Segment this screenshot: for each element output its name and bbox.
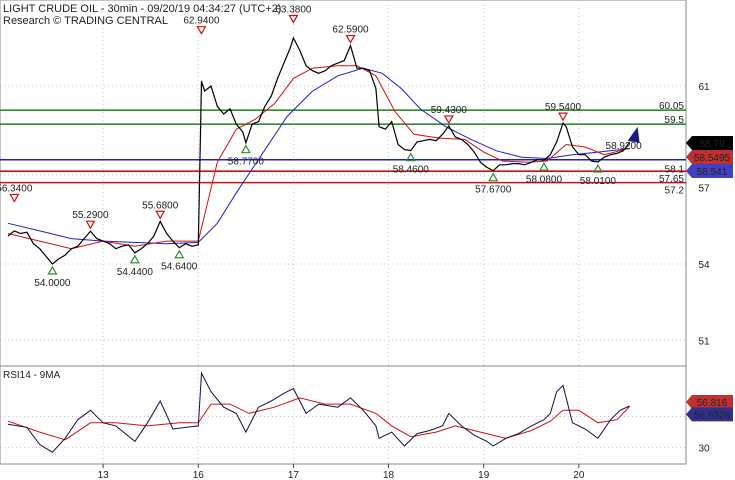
- swing-high-label: 62.5900: [332, 25, 369, 36]
- swing-high-label: 62.9400: [183, 16, 220, 27]
- swing-low-label: 54.6400: [161, 262, 198, 273]
- x-tick-label: 19: [478, 470, 490, 480]
- price-tag-box: [686, 136, 733, 150]
- swing-low-label: 58.4600: [393, 165, 430, 176]
- swing-high-label: 56.3400: [0, 183, 33, 194]
- swing-high-marker: [85, 220, 96, 230]
- ema-slow-series: [7, 67, 630, 245]
- swing-high-marker: [345, 34, 356, 44]
- swing-low-marker: [240, 144, 251, 154]
- y-tick-label: 54: [698, 260, 710, 271]
- main-grid: [0, 0, 686, 366]
- swing-high-label: 55.2900: [72, 210, 109, 221]
- price-tag-label: 58.79: [699, 139, 724, 150]
- rsi-series: [7, 371, 630, 453]
- swing-high-label: 55.6800: [142, 200, 179, 211]
- swing-low-marker: [47, 265, 58, 275]
- swing-high-marker: [9, 193, 20, 203]
- rsi-ma-line: [7, 397, 630, 441]
- swing-high-marker: [155, 210, 166, 220]
- x-tick-label: 18: [383, 470, 395, 480]
- ema-fast-series: [7, 65, 630, 250]
- price-line: [7, 36, 631, 265]
- price-tag-label: 58.5495: [694, 153, 731, 164]
- last-price-label: 58.9200: [606, 141, 643, 152]
- level-label: 57.2: [665, 186, 685, 197]
- swing-high-marker: [557, 112, 569, 122]
- swing-high-label: 59.4300: [431, 105, 468, 116]
- level-label: 58.1: [665, 165, 685, 176]
- swing-low-marker: [405, 152, 416, 162]
- rsi-grid: [0, 366, 686, 464]
- rsi-tag-label: 56.816: [697, 398, 728, 409]
- level-label: 60.05: [659, 101, 684, 112]
- rsi-tag-box: [686, 394, 733, 409]
- swing-low-label: 54.0000: [34, 278, 71, 289]
- rsi-panel-label: RSI14 - 9MA: [3, 370, 61, 381]
- swing-low-label: 58.0100: [580, 176, 617, 187]
- ema-slow-line: [7, 67, 630, 245]
- price-tag-box: [686, 150, 733, 164]
- swing-low-label: 57.6700: [475, 185, 512, 196]
- price-tag-box: [686, 164, 733, 178]
- swing-low-marker: [592, 163, 603, 173]
- x-tick-labels: 13 16 17 18 19 20: [98, 464, 585, 480]
- x-tick-label: 16: [193, 470, 205, 480]
- swing-high-marker: [288, 14, 299, 24]
- y-tick-label: 51: [698, 336, 710, 347]
- level-label: 59.5: [665, 115, 685, 126]
- swing-low-label: 58.7700: [228, 157, 265, 168]
- swing-low-label: 54.4400: [117, 267, 154, 278]
- x-tick-label: 20: [573, 470, 585, 480]
- swing-high-label: 63.3800: [275, 4, 312, 15]
- price-series: [7, 36, 631, 265]
- x-tick-label: 17: [288, 470, 300, 480]
- y-tick-label: 61: [698, 82, 710, 93]
- horizontal-levels: [0, 109, 686, 184]
- level-label: 57.65: [659, 174, 684, 185]
- swing-low-marker: [488, 172, 499, 182]
- swing-high-marker: [196, 26, 207, 35]
- swing-high-label: 59.5400: [545, 102, 582, 113]
- trend-arrow-icon: [627, 126, 640, 143]
- swing-low-label: 58.0800: [526, 174, 563, 185]
- rsi-tag-label: 56.5328: [694, 410, 731, 421]
- rsi-tag-box: [686, 407, 733, 422]
- y-tick-label: 57: [698, 184, 710, 195]
- chart-subtitle: Research © TRADING CENTRAL: [3, 15, 168, 27]
- rsi-y-tick-label: 30: [698, 444, 710, 455]
- swing-low-marker: [129, 254, 140, 264]
- rsi-line: [7, 371, 630, 453]
- swing-low-marker: [174, 249, 185, 259]
- swing-high-marker: [443, 115, 454, 125]
- chart-title: LIGHT CRUDE OIL - 30min - 09/20/19 04:34…: [3, 3, 281, 15]
- price-tag-label: 58.541: [697, 167, 728, 178]
- ema-fast-line: [7, 65, 630, 250]
- swing-labels: 56.3400 55.2900 55.6800 62.9400 63.3800 62.59…: [0, 4, 642, 289]
- swing-low-marker: [538, 162, 550, 171]
- x-tick-label: 13: [98, 470, 110, 480]
